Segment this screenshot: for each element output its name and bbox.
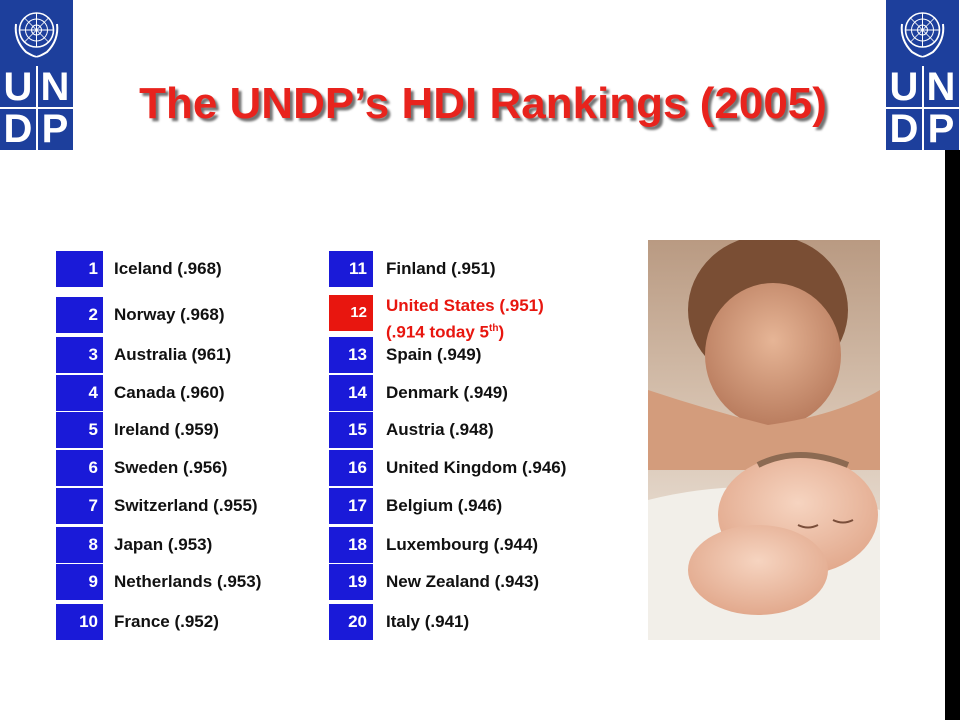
logo-letter: N [926, 65, 956, 109]
rank-number: 20 [329, 604, 373, 640]
country-label: Finland (.951) [386, 259, 496, 278]
rank-number: 8 [56, 527, 103, 563]
logo-divider [922, 66, 924, 150]
country-label: Belgium (.946) [386, 496, 503, 515]
country-label: Ireland (.959) [114, 420, 219, 439]
logo-letter: U [3, 65, 33, 109]
country-label: Japan (.953) [114, 535, 213, 554]
logo-letter: P [41, 107, 69, 151]
rank-number: 9 [56, 564, 103, 600]
country-label: Italy (.941) [386, 612, 470, 631]
un-emblem-icon [14, 12, 59, 58]
rank-number: 2 [56, 297, 103, 333]
country-label: Denmark (.949) [386, 383, 508, 402]
country-label: Netherlands (.953) [114, 572, 262, 591]
country-label: New Zealand (.943) [386, 572, 540, 591]
logo-letter: D [3, 107, 33, 151]
father-baby-photo [648, 240, 880, 640]
un-emblem-icon [900, 12, 945, 58]
rank-number: 4 [56, 375, 103, 411]
country-label: Canada (.960) [114, 383, 225, 402]
rank-number: 13 [329, 337, 373, 373]
logo-letter: D [889, 107, 919, 151]
rank-number: 1 [56, 251, 103, 287]
country-note-end: ) [498, 322, 505, 342]
undp-letters: U N D P [886, 66, 959, 150]
photo-illustration [648, 240, 880, 640]
country-label: Switzerland (.955) [114, 496, 258, 515]
rank-number: 11 [329, 251, 373, 287]
country-label: Australia (961) [114, 345, 232, 364]
country-label: Spain (.949) [386, 345, 482, 364]
rank-number: 3 [56, 337, 103, 373]
rank-number: 18 [329, 527, 373, 563]
rank-number: 15 [329, 412, 373, 448]
country-note-sup: th [489, 323, 499, 334]
rank-number: 17 [329, 488, 373, 524]
undp-logo-right: U N D P [886, 0, 959, 150]
rank-number: 14 [329, 375, 373, 411]
logo-letter: P [927, 107, 955, 151]
right-edge-bar [945, 150, 960, 720]
rank-number: 6 [56, 450, 103, 486]
rank-number: 7 [56, 488, 103, 524]
country-note: (.914 today 5 [386, 322, 489, 342]
country-label: Sweden (.956) [114, 458, 228, 477]
slide-title: The UNDP’s HDI Rankings (2005) [139, 79, 827, 128]
rank-number: 19 [329, 564, 373, 600]
logo-letter: U [889, 65, 919, 109]
rank-number: 16 [329, 450, 373, 486]
country-label-highlight: United States (.951) (.914 today 5th) [386, 294, 544, 344]
country-label: Luxembourg (.944) [386, 535, 539, 554]
logo-letter: N [40, 65, 70, 109]
country-label: Iceland (.968) [114, 259, 222, 278]
country-label: France (.952) [114, 612, 219, 631]
rank-number: 5 [56, 412, 103, 448]
logo-divider [36, 66, 38, 150]
country-label: Norway (.968) [114, 305, 225, 324]
country-label: United Kingdom (.946) [386, 458, 567, 477]
rank-number: 10 [56, 604, 103, 640]
rank-number-highlight: 12 [329, 295, 373, 331]
country-label: Austria (.948) [386, 420, 494, 439]
country-name: United States (.951) [386, 296, 544, 315]
undp-logo-left: U N D P [0, 0, 73, 150]
undp-letters: U N D P [0, 66, 73, 150]
